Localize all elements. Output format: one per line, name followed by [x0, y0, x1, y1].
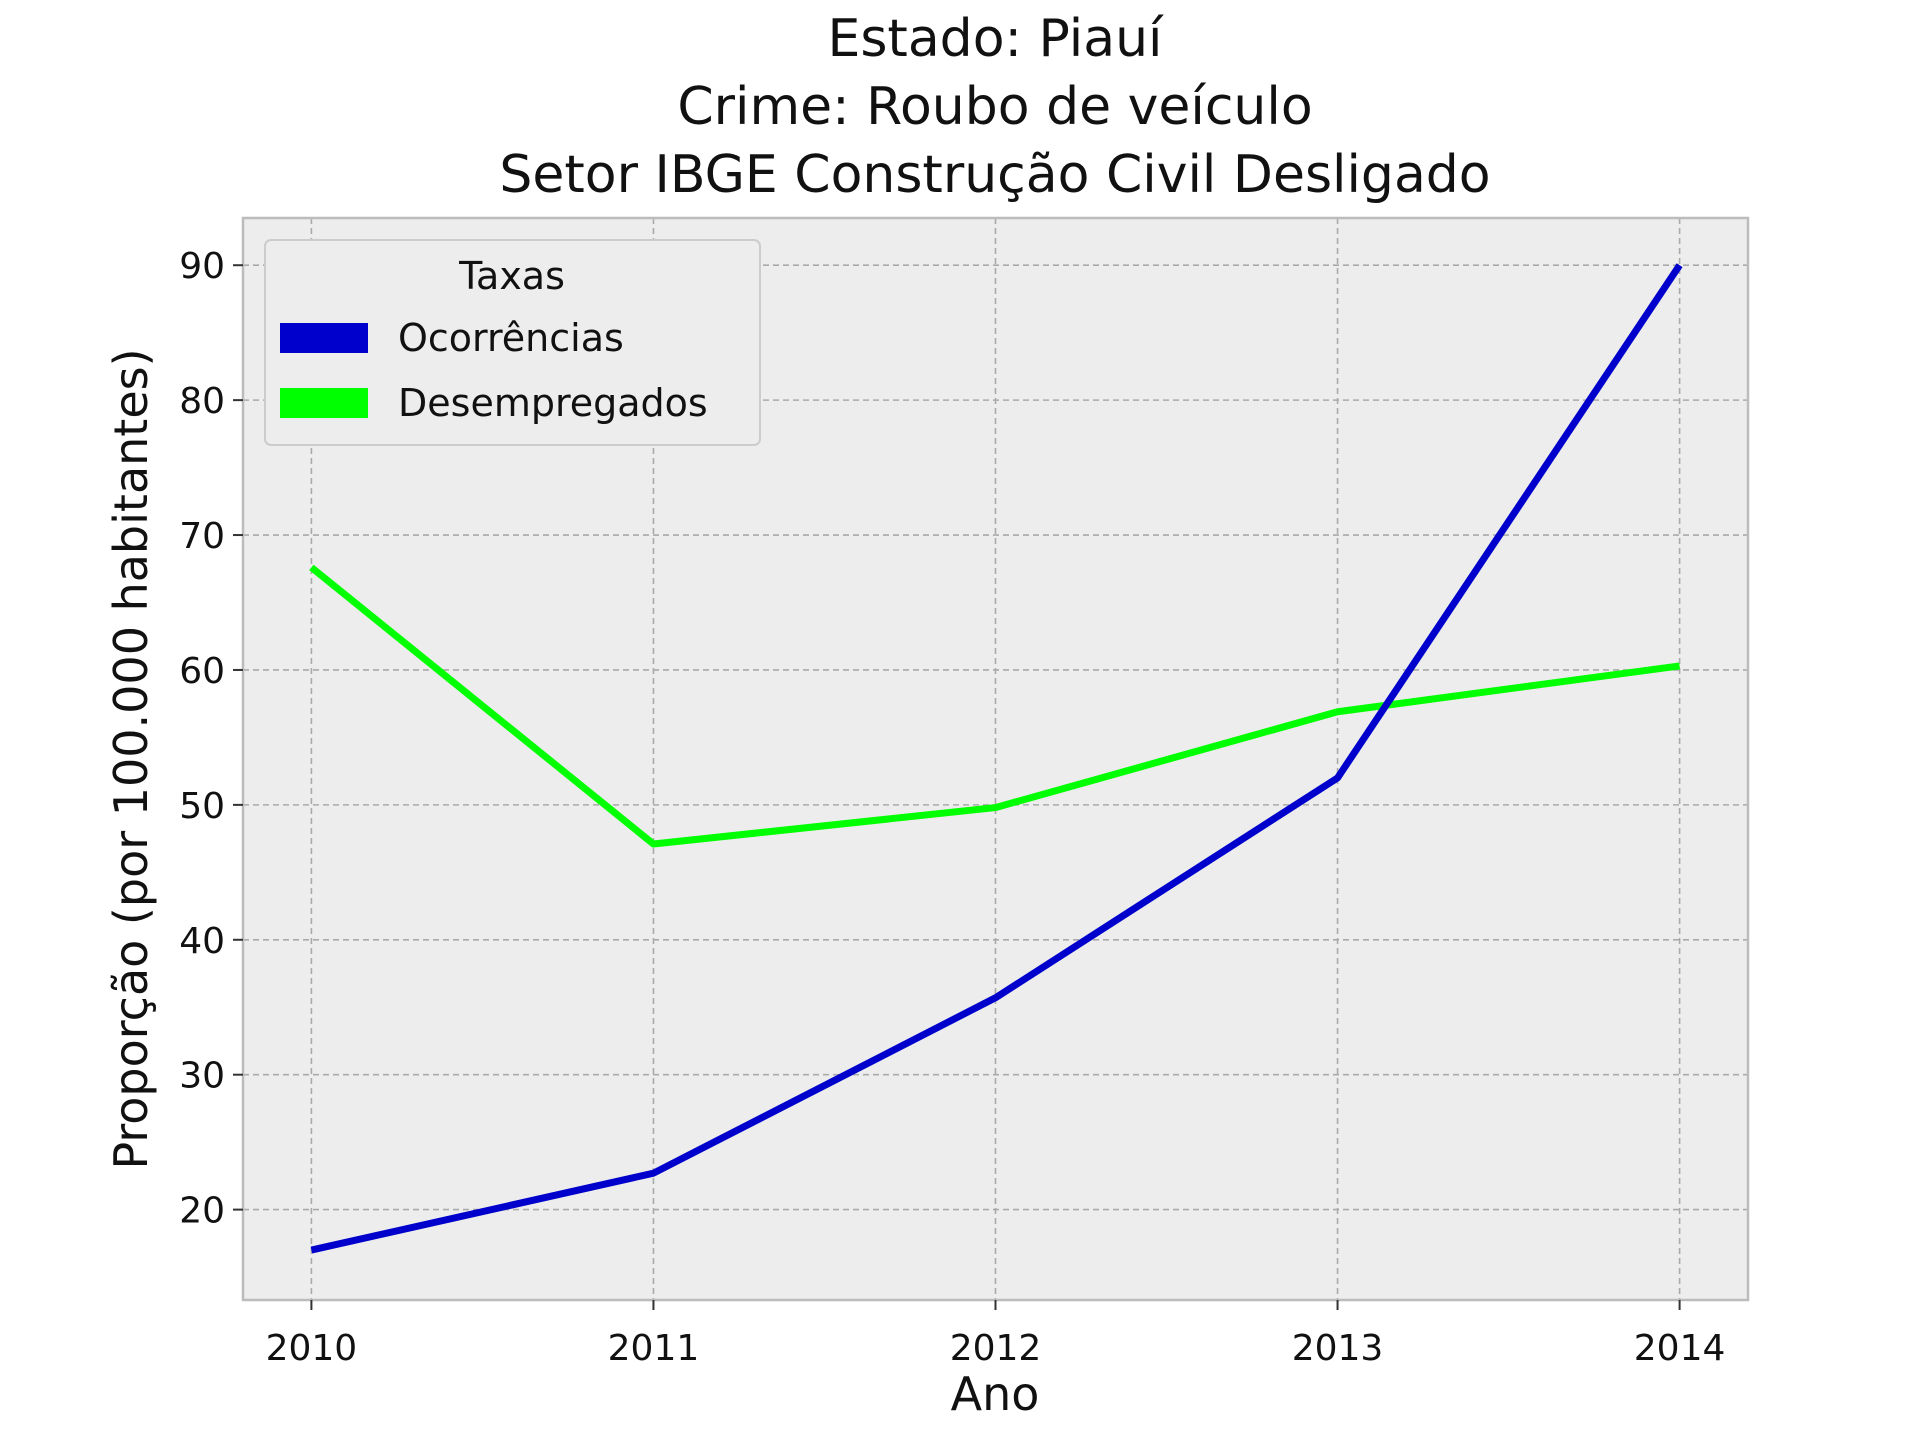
- x-tick-label: 2013: [1292, 1328, 1384, 1369]
- y-axis-label: Proporção (por 100.000 habitantes): [104, 348, 158, 1169]
- series-line-ocorrencias: [310, 263, 1683, 1254]
- y-tick-label: 60: [179, 651, 225, 692]
- legend-box: [264, 239, 761, 446]
- y-tick-label: 30: [179, 1056, 225, 1097]
- y-tick-label: 40: [179, 921, 225, 962]
- legend-swatch-desempregados: [280, 388, 368, 418]
- chart-title-line-3: Setor IBGE Construção Civil Desligado: [499, 145, 1490, 205]
- legend-title: Taxas: [458, 254, 565, 298]
- y-tick-label: 50: [179, 786, 225, 827]
- x-tick-label: 2014: [1634, 1328, 1726, 1369]
- legend: Taxas Ocorrências Desempregados: [264, 239, 761, 446]
- x-tick-label: 2012: [950, 1328, 1042, 1369]
- series-line-desempregados: [309, 564, 1681, 848]
- x-axis-label: Ano: [951, 1367, 1040, 1421]
- y-tick-label: 20: [179, 1191, 225, 1232]
- legend-label-desempregados: Desempregados: [398, 381, 708, 425]
- x-tick-label: 2010: [266, 1328, 358, 1369]
- legend-label-ocorrencias: Ocorrências: [398, 316, 624, 360]
- chart-title-line-2: Crime: Roubo de veículo: [677, 77, 1312, 137]
- series-lines: [309, 263, 1683, 1254]
- axis-ticks: 2010 2011 2012 2013 2014 20 30 40 50 60 70 80 90: [179, 246, 1725, 1369]
- chart-title-line-1: Estado: Piauí: [827, 9, 1164, 69]
- legend-swatch-ocorrencias: [280, 323, 368, 353]
- x-tick-label: 2011: [608, 1328, 700, 1369]
- y-tick-label: 90: [179, 246, 225, 287]
- y-tick-label: 80: [179, 381, 225, 422]
- y-tick-label: 70: [179, 516, 225, 557]
